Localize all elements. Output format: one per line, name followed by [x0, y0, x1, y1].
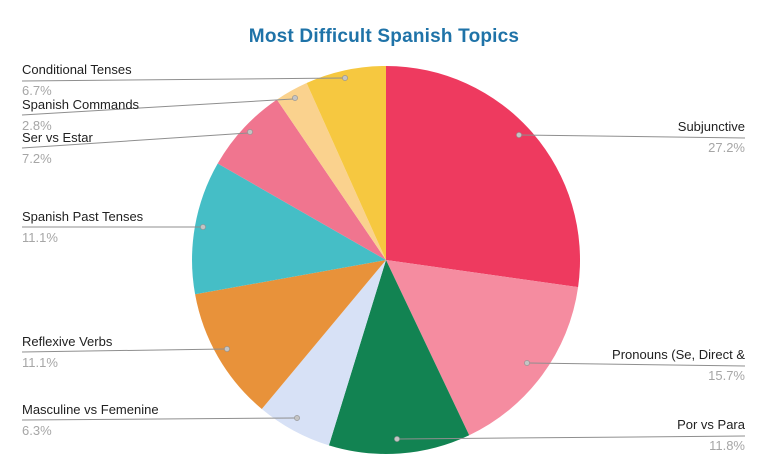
leader-dot-masculine-vs-femenine: [294, 415, 300, 421]
slice-percent: 11.8%: [709, 438, 745, 453]
pie-slice-por-vs-para: [328, 260, 470, 454]
slice-label: Ser vs Estar: [22, 130, 93, 145]
leader-dot-spanish-commands: [292, 95, 298, 101]
leader-line-reflexive-verbs: [21, 348, 226, 353]
leader-dot-subjunctive: [516, 132, 522, 138]
callout-por-vs-para: Por vs Para 11.8%: [677, 417, 745, 453]
slice-label: Reflexive Verbs: [22, 334, 113, 349]
pie-slice-masculine-vs-femenine: [261, 260, 386, 446]
slice-percent: 11.1%: [22, 355, 58, 370]
slice-percent: 11.1%: [22, 230, 58, 245]
callout-ser-vs-estar: Ser vs Estar 7.2%: [22, 130, 93, 166]
pie-slice-subjunctive: [386, 66, 581, 288]
leader-line-pronouns-se-direct: [528, 362, 746, 367]
leader-dot-spanish-past-tenses: [200, 224, 206, 230]
slice-percent: 2.8%: [22, 118, 52, 133]
slice-label: Masculine vs Femenine: [22, 402, 159, 417]
leader-line-masculine-vs-femenine: [21, 417, 296, 421]
leader-lines: [21, 75, 746, 442]
callout-conditional-tenses: Conditional Tenses 6.7%: [22, 62, 132, 98]
slice-label: Conditional Tenses: [22, 62, 132, 77]
leader-dot-reflexive-verbs: [224, 346, 230, 352]
callout-spanish-past-tenses: Spanish Past Tenses 11.1%: [22, 209, 143, 245]
leader-dot-pronouns-se-direct: [524, 360, 530, 366]
slice-label: Spanish Commands: [22, 97, 140, 112]
leader-line-spanish-commands: [21, 98, 294, 116]
slice-percent: 7.2%: [22, 151, 52, 166]
slice-label: Por vs Para: [677, 417, 745, 432]
leader-dot-ser-vs-estar: [247, 129, 253, 135]
slice-label: Subjunctive: [677, 119, 745, 134]
pie-slice-spanish-commands: [276, 83, 386, 260]
chart-title: Most Difficult Spanish Topics: [248, 26, 520, 47]
slice-percent: 6.7%: [22, 83, 52, 98]
callout-reflexive-verbs: Reflexive Verbs 11.1%: [22, 334, 112, 370]
leader-line-ser-vs-estar: [21, 132, 249, 149]
slice-percent: 27.2%: [708, 140, 745, 155]
pie-slice-ser-vs-estar: [217, 99, 386, 260]
leader-dot-por-vs-para: [394, 436, 400, 442]
callout-spanish-commands: Spanish Commands 2.8%: [22, 97, 139, 133]
callout-subjunctive: Subjunctive 27.2%: [678, 119, 745, 155]
pie-slice-spanish-past-tenses: [192, 163, 386, 295]
slice-label: Pronouns (Se, Direct &: [612, 347, 745, 362]
leader-line-subjunctive: [520, 134, 746, 139]
pie-slice-reflexive-verbs: [195, 260, 386, 409]
pie: [192, 66, 581, 454]
callout-masculine-vs-femenine: Masculine vs Femenine 6.3%: [22, 402, 159, 438]
leader-line-conditional-tenses: [21, 77, 344, 82]
slice-percent: 15.7%: [708, 368, 745, 383]
pie-slice-pronouns-se-direct: [386, 260, 579, 436]
slice-percent: 6.3%: [22, 423, 52, 438]
callout-pronouns: Pronouns (Se, Direct & 15.7%: [612, 347, 745, 383]
slice-label: Spanish Past Tenses: [22, 209, 144, 224]
leader-line-por-vs-para: [398, 435, 746, 440]
leader-dot-conditional-tenses: [342, 75, 348, 81]
pie-slice-conditional-tenses: [306, 66, 386, 260]
